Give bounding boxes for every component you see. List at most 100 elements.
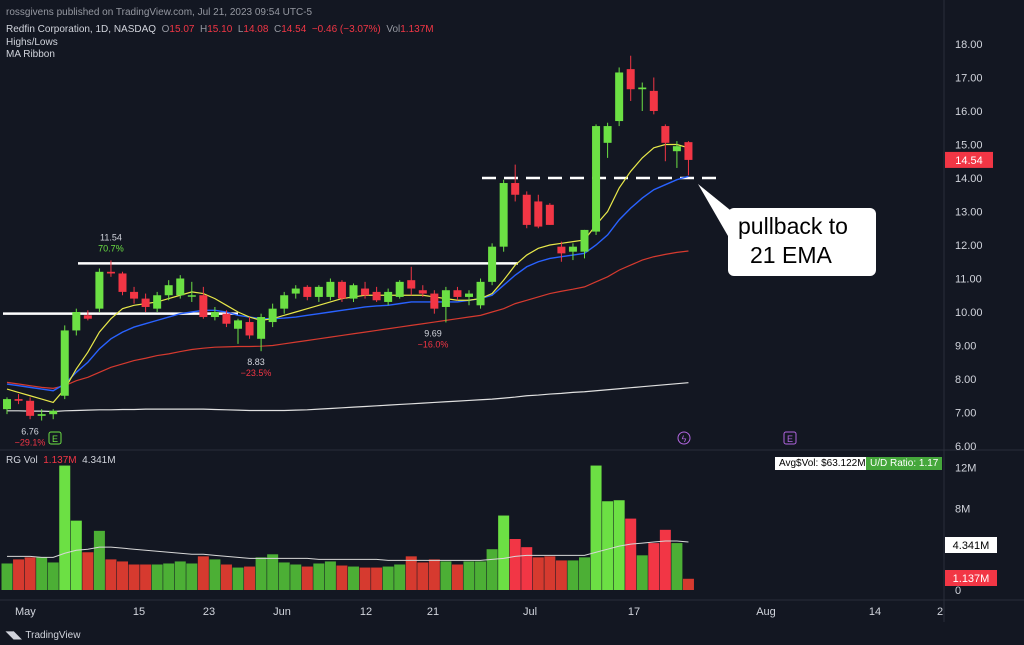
event-marker-glyph: E — [787, 434, 793, 444]
volume-tick-label: 0 — [955, 585, 961, 597]
volume-bar — [197, 556, 209, 590]
candle-body — [83, 315, 92, 319]
pivot-price-label: 11.54 — [100, 232, 122, 242]
candle-body — [326, 281, 335, 297]
candle-body — [568, 246, 577, 252]
volume-tick-label: 8M — [955, 503, 970, 515]
volume-bar — [371, 567, 383, 590]
volume-bar — [579, 557, 590, 590]
volume-bar — [232, 567, 244, 590]
pivot-percent-label: −29.1% — [15, 438, 46, 448]
volume-bar — [636, 555, 648, 590]
volume-bar — [417, 562, 429, 590]
indicator-highs-lows[interactable]: Highs/Lows — [6, 37, 58, 48]
price-tick-label: 11.00 — [955, 274, 982, 286]
volume-bar — [151, 564, 163, 590]
candle-body — [187, 295, 196, 297]
volume-bar — [498, 515, 510, 590]
candle-body — [337, 281, 346, 299]
volume-bar — [428, 559, 440, 590]
candle-body — [430, 293, 439, 309]
indicator-ma-ribbon[interactable]: MA Ribbon — [6, 49, 55, 60]
candle-body — [280, 295, 289, 309]
volume-bar — [255, 557, 267, 590]
price-tick-label: 9.00 — [955, 341, 976, 353]
candle-body — [49, 410, 58, 415]
symbol-name[interactable]: Redfin Corporation, 1D, NASDAQ — [6, 24, 157, 35]
time-tick-label: Aug — [756, 606, 776, 618]
candle-body — [106, 271, 115, 274]
price-tick-label: 16.00 — [955, 106, 983, 118]
volume-bar — [544, 556, 556, 590]
publisher-line: rossgivens published on TradingView.com,… — [6, 7, 313, 18]
volume-bar — [509, 539, 521, 590]
volume-bar — [405, 556, 417, 590]
candle-body — [638, 87, 647, 90]
candle-body — [361, 288, 370, 296]
time-tick-label: 15 — [133, 606, 145, 618]
pivot-percent-label: −16.0% — [418, 339, 449, 349]
tradingview-logo[interactable]: ◥◣ TradingView — [6, 630, 81, 641]
volume-bar — [82, 552, 94, 590]
time-tick-label: 21 — [427, 606, 439, 618]
volume-bar — [382, 566, 394, 590]
price-tick-label: 10.00 — [955, 307, 983, 319]
volume-bar — [659, 529, 671, 590]
price-tick-label: 18.00 — [955, 39, 983, 51]
price-tick-label: 12.00 — [955, 240, 983, 252]
candle-body — [95, 271, 104, 309]
time-tick-label: 12 — [360, 606, 372, 618]
last-price-label: 14.54 — [955, 155, 983, 167]
price-tick-label: 14.00 — [955, 173, 983, 185]
candle-body — [176, 278, 185, 296]
volume-bar — [521, 547, 533, 590]
price-tick-label: 7.00 — [955, 408, 976, 420]
volume-bar — [486, 549, 498, 590]
ema-21-line — [6, 175, 689, 392]
annotation-line-2: 21 EMA — [750, 242, 832, 268]
candle-body — [580, 229, 589, 252]
event-marker-frame — [783, 431, 797, 445]
candle-body — [222, 313, 231, 324]
candle-body — [511, 183, 520, 195]
candle-body — [257, 317, 266, 339]
time-tick-label: May — [15, 606, 36, 618]
pivot-price-label: 9.69 — [424, 328, 442, 338]
volume-bar — [1, 563, 13, 590]
candle-body — [603, 126, 612, 143]
candle-body — [268, 308, 277, 323]
volume-bar — [117, 561, 128, 590]
candle-body — [130, 291, 139, 299]
volume-bar — [336, 565, 348, 590]
volume-average-line — [7, 540, 689, 561]
volume-bar — [36, 557, 48, 590]
candle-body — [395, 281, 404, 297]
volume-bar — [186, 563, 198, 590]
avg-dollar-volume-badge: Avg$Vol: $63.122M — [775, 457, 870, 470]
candle-body — [534, 201, 543, 227]
candle-body — [557, 246, 566, 254]
ud-ratio-badge: U/D Ratio: 1.17 — [866, 457, 943, 470]
ema-long-line — [6, 250, 689, 389]
time-tick-label: 17 — [628, 606, 640, 618]
pivot-price-label: 8.83 — [247, 357, 265, 367]
candle-body — [384, 291, 393, 302]
volume-bar — [128, 564, 140, 590]
volume-bar — [278, 562, 290, 590]
candle-body — [314, 286, 323, 297]
time-tick-label: 14 — [869, 606, 881, 618]
price-tick-label: 15.00 — [955, 140, 983, 152]
volume-bar — [220, 564, 232, 590]
volume-bar — [70, 520, 82, 590]
candle-body — [153, 295, 162, 309]
annotation-line-1: pullback to — [738, 213, 848, 239]
candle-body — [3, 399, 11, 410]
volume-bar — [209, 559, 221, 590]
volume-bar — [682, 578, 694, 590]
volume-bar — [324, 561, 336, 590]
candle-body — [118, 273, 127, 292]
pivot-percent-label: −23.5% — [241, 368, 272, 378]
price-tick-label: 6.00 — [955, 441, 976, 453]
avg-volume-tag — [945, 537, 997, 553]
volume-bar — [440, 561, 452, 590]
